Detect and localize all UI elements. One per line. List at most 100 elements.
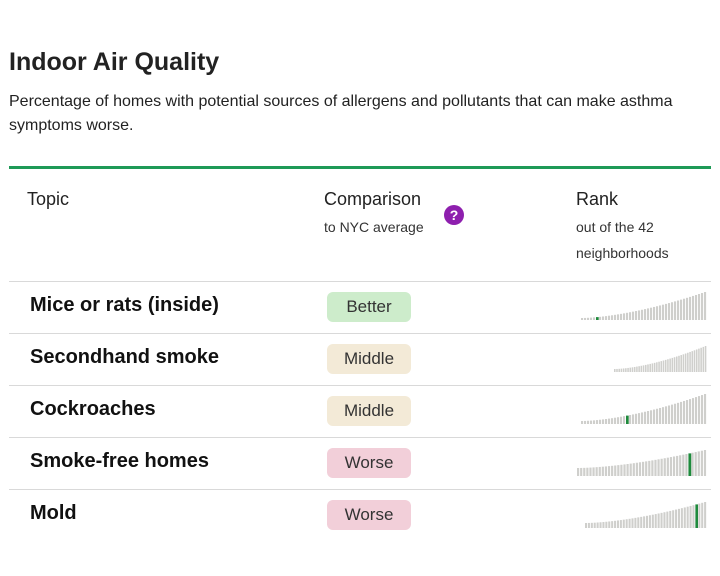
rank-bar xyxy=(680,299,683,320)
rank-bar-highlight xyxy=(688,453,692,476)
rank-bar xyxy=(640,365,643,372)
column-header-rank: Rank out of the 42 neighborhoods xyxy=(576,189,716,266)
rank-bar xyxy=(676,455,679,476)
rank-bar xyxy=(647,364,649,372)
rank-bar xyxy=(623,416,626,424)
rank-bar xyxy=(584,317,587,320)
rank-bar xyxy=(590,317,593,320)
comparison-badge: Better xyxy=(327,292,411,322)
rank-bar xyxy=(638,413,641,424)
rank-bar xyxy=(623,313,626,320)
rank-bar xyxy=(593,522,596,528)
rank-bar-highlight xyxy=(626,415,629,424)
rank-bar xyxy=(634,517,637,528)
rank-bar xyxy=(580,467,583,476)
rank-bar xyxy=(614,314,617,320)
topic-label: Mice or rats (inside) xyxy=(30,294,219,316)
rank-bar xyxy=(614,369,616,372)
rank-bar xyxy=(692,505,695,528)
rank-bar xyxy=(662,304,665,320)
rank-bar xyxy=(698,396,701,424)
rank-bar xyxy=(596,522,599,528)
rank-bar xyxy=(680,508,683,528)
rank-bar xyxy=(605,521,608,528)
rank-bar xyxy=(683,400,686,424)
rank-bar xyxy=(691,452,694,476)
rank-bar xyxy=(608,315,611,320)
rank-sub-line2: neighborhoods xyxy=(576,245,669,261)
rank-bar xyxy=(596,420,599,424)
rank-bar xyxy=(695,397,698,424)
column-header-comparison: Comparison to NYC average xyxy=(324,189,424,240)
rank-bar xyxy=(648,460,651,476)
rank-bar xyxy=(643,516,646,528)
page-title: Indoor Air Quality xyxy=(9,48,220,76)
rank-bar xyxy=(620,464,623,476)
comparison-badge: Worse xyxy=(327,500,411,530)
rank-bar xyxy=(663,512,666,528)
rank-bar xyxy=(635,462,638,476)
rank-bar xyxy=(704,292,707,320)
rank-bar xyxy=(701,395,704,424)
rank-bar xyxy=(611,315,614,320)
rank-bar xyxy=(671,357,674,372)
rank-bar xyxy=(656,408,659,424)
rank-bar xyxy=(698,294,701,320)
rank-bar xyxy=(629,415,632,424)
rank-bar xyxy=(587,420,590,424)
rank-bar xyxy=(654,459,657,476)
rank-bar xyxy=(657,459,660,476)
rank-bar xyxy=(617,314,620,320)
rank-bar xyxy=(682,354,685,372)
table-row: Mice or rats (inside) Better xyxy=(9,281,711,333)
rank-sparkline xyxy=(614,346,707,372)
rank-bar xyxy=(611,465,614,476)
rank-bar xyxy=(620,416,623,424)
rank-bar xyxy=(605,419,608,424)
table-row: Cockroaches Middle xyxy=(9,385,711,437)
rank-sparkline xyxy=(581,292,707,320)
rank-bar xyxy=(698,503,701,528)
rank-bar xyxy=(651,460,654,476)
rank-bar xyxy=(703,450,707,476)
rank-bar xyxy=(642,461,645,476)
rank-bar xyxy=(659,305,662,320)
rank-bar xyxy=(631,367,634,372)
rank-bar-highlight xyxy=(695,504,698,528)
rank-bar xyxy=(629,367,632,372)
rank-bar xyxy=(680,401,683,424)
rank-bar xyxy=(662,360,665,372)
rank-bar xyxy=(647,308,650,320)
rank-bar xyxy=(599,316,602,320)
rank-sub-line1: out of the 42 xyxy=(576,219,654,235)
help-icon[interactable]: ? xyxy=(444,205,464,225)
rank-bar xyxy=(672,456,676,476)
rank-bar xyxy=(660,361,663,372)
rank-bar xyxy=(627,367,629,372)
rank-bar xyxy=(666,457,669,476)
rank-bar xyxy=(671,302,674,320)
rank-bar xyxy=(701,293,704,320)
rank-bar xyxy=(599,522,602,528)
rank-bar xyxy=(694,452,697,476)
rank-bar xyxy=(601,466,604,476)
rank-bar xyxy=(625,368,627,372)
rank-bar xyxy=(590,522,593,528)
rank-bar xyxy=(593,420,596,424)
rank-bar xyxy=(602,522,605,528)
rank-bar xyxy=(592,467,595,476)
rank-header-label: Rank xyxy=(576,189,619,209)
rank-bar xyxy=(633,366,636,372)
rank-bar xyxy=(668,405,671,424)
rank-bar xyxy=(581,421,584,424)
rank-bar xyxy=(665,406,668,424)
rank-bar xyxy=(605,316,608,320)
rank-bar xyxy=(651,514,654,528)
rank-bar xyxy=(689,296,692,320)
rank-bar xyxy=(593,317,596,320)
table-row: Smoke-free homes Worse xyxy=(9,437,711,489)
rank-bar xyxy=(686,400,689,424)
rank-bar xyxy=(672,510,675,528)
rank-bar xyxy=(616,368,618,372)
rank-bar xyxy=(618,368,620,372)
